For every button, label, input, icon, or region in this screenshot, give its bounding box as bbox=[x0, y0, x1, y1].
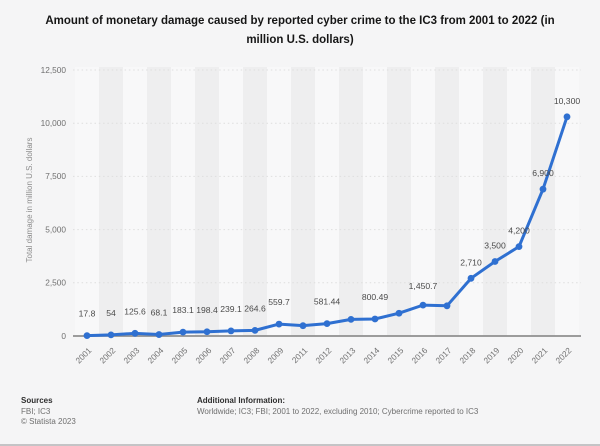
data-point-label: 183.1 bbox=[172, 305, 194, 315]
data-point bbox=[395, 309, 403, 317]
data-point-label: 581.44 bbox=[314, 297, 341, 307]
data-point-label: 125.6 bbox=[124, 306, 146, 316]
category-stripe bbox=[75, 67, 99, 336]
data-point bbox=[155, 331, 163, 338]
x-tick-label: 2012 bbox=[313, 345, 333, 365]
sources-text: FBI; IC3 bbox=[21, 406, 51, 416]
x-tick-label: 2014 bbox=[361, 345, 381, 365]
y-tick-label: 2,500 bbox=[45, 278, 66, 288]
sources-block: Sources FBI; IC3 © Statista 2023 bbox=[21, 396, 76, 428]
data-point bbox=[491, 258, 499, 265]
x-tick-label: 2009 bbox=[265, 345, 285, 365]
category-stripe bbox=[219, 67, 243, 336]
y-tick-label: 5,000 bbox=[45, 224, 66, 234]
data-point-label: 1,450.7 bbox=[409, 281, 438, 291]
data-point bbox=[419, 301, 427, 309]
data-point-label: 54 bbox=[106, 308, 116, 318]
chart-title: Amount of monetary damage caused by repo… bbox=[45, 15, 555, 46]
data-point-label: 10,300 bbox=[554, 96, 581, 106]
x-tick-label: 2004 bbox=[145, 345, 165, 365]
x-tick-label: 2008 bbox=[241, 345, 261, 365]
sources-heading: Sources bbox=[21, 396, 53, 405]
category-stripe bbox=[171, 67, 195, 336]
x-tick-label: 2006 bbox=[193, 345, 213, 365]
x-tick-label: 2015 bbox=[385, 345, 405, 365]
y-tick-label: 7,500 bbox=[45, 171, 66, 181]
data-point-label: 17.8 bbox=[79, 309, 96, 319]
additional-info-block: Additional Information: Worldwide; IC3; … bbox=[197, 396, 478, 417]
category-stripe bbox=[339, 67, 363, 336]
category-stripe bbox=[411, 67, 435, 336]
category-stripe bbox=[195, 67, 219, 336]
data-point bbox=[299, 322, 307, 330]
category-stripe bbox=[435, 67, 459, 336]
x-tick-label: 2016 bbox=[409, 345, 429, 365]
data-point-label: 2,710 bbox=[460, 257, 482, 267]
x-tick-label: 2011 bbox=[290, 345, 310, 365]
category-stripe bbox=[531, 67, 555, 336]
category-stripe bbox=[363, 67, 387, 336]
category-stripe bbox=[387, 67, 411, 336]
data-point-label: 4,200 bbox=[508, 226, 530, 236]
category-stripe bbox=[507, 67, 531, 336]
data-point bbox=[83, 332, 91, 340]
additional-info-heading: Additional Information: bbox=[197, 396, 285, 405]
data-point bbox=[107, 331, 115, 339]
category-stripe bbox=[267, 67, 291, 336]
y-tick-label: 12,500 bbox=[41, 65, 67, 75]
copyright-text: © Statista 2023 bbox=[21, 417, 76, 426]
category-stripe bbox=[483, 67, 507, 336]
x-tick-label: 2019 bbox=[481, 345, 501, 365]
data-point bbox=[323, 320, 331, 328]
data-point-label: 6,900 bbox=[532, 168, 554, 178]
data-point-label: 3,500 bbox=[484, 241, 506, 251]
data-point bbox=[275, 320, 283, 328]
x-tick-label: 2017 bbox=[433, 345, 453, 365]
bottom-border bbox=[0, 444, 600, 446]
x-tick-label: 2020 bbox=[505, 345, 525, 365]
y-tick-label: 10,000 bbox=[41, 118, 67, 128]
category-stripe bbox=[123, 67, 147, 336]
x-tick-label: 2003 bbox=[121, 345, 141, 365]
data-point bbox=[515, 243, 523, 251]
x-tick-label: 2002 bbox=[97, 345, 117, 365]
category-stripe bbox=[459, 67, 483, 336]
x-tick-label: 2007 bbox=[217, 345, 237, 365]
data-point bbox=[131, 329, 139, 337]
data-point bbox=[179, 328, 187, 336]
category-stripe bbox=[291, 67, 315, 336]
data-point bbox=[563, 113, 571, 121]
data-point-label: 264.6 bbox=[244, 303, 266, 313]
x-tick-label: 2022 bbox=[553, 345, 573, 365]
data-point bbox=[467, 274, 475, 282]
x-tick-label: 2005 bbox=[169, 345, 189, 365]
data-point-label: 559.7 bbox=[268, 297, 290, 307]
data-point-label: 800.49 bbox=[362, 292, 389, 302]
category-stripe bbox=[315, 67, 339, 336]
x-tick-label: 2013 bbox=[337, 345, 357, 365]
data-point-label: 198.4 bbox=[196, 305, 218, 315]
y-tick-label: 0 bbox=[61, 331, 66, 341]
x-tick-label: 2021 bbox=[529, 345, 549, 365]
category-stripe bbox=[243, 67, 267, 336]
data-point bbox=[539, 185, 547, 193]
data-point bbox=[443, 302, 451, 310]
x-tick-label: 2001 bbox=[73, 345, 93, 365]
additional-info-text: Worldwide; IC3; FBI; 2001 to 2022, exclu… bbox=[197, 406, 479, 416]
data-point bbox=[371, 315, 379, 323]
category-stripe bbox=[147, 67, 171, 336]
category-stripe bbox=[555, 67, 579, 336]
data-point bbox=[203, 328, 211, 336]
data-point bbox=[227, 327, 235, 335]
data-point-label: 68.1 bbox=[151, 308, 168, 318]
data-point-label: 239.1 bbox=[220, 304, 242, 314]
category-stripe bbox=[99, 67, 123, 336]
data-point bbox=[251, 326, 259, 334]
x-tick-label: 2018 bbox=[457, 345, 477, 365]
data-point bbox=[347, 315, 355, 323]
line-chart: 0 2,500 5,000 7,500 10,000 12,500 2001 2002 2003… bbox=[41, 65, 581, 365]
